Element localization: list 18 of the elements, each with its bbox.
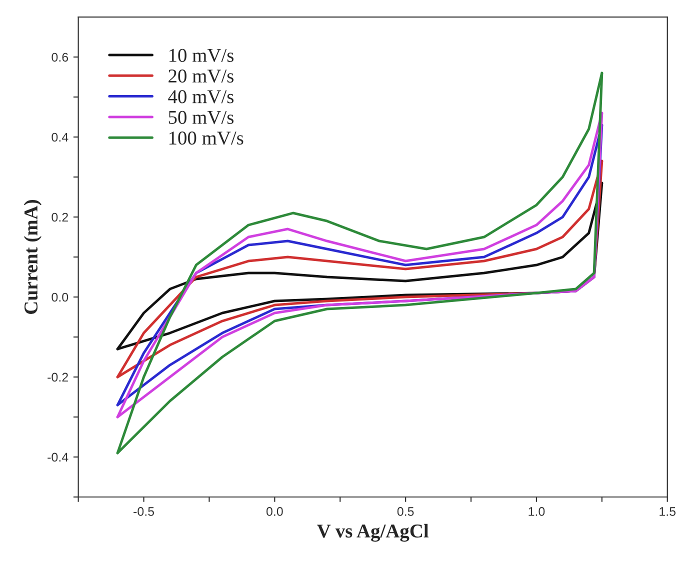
x-axis-title: V vs Ag/AgCl — [317, 524, 429, 542]
y-tick-label: 0.6 — [52, 52, 68, 62]
y-tick-label: 0.4 — [52, 132, 68, 142]
x-tick-label: 1.5 — [660, 507, 676, 516]
y-tick-label: 0.0 — [52, 292, 68, 302]
y-tick-label: 0.2 — [52, 212, 68, 222]
legend-label: 50 mV/s — [168, 110, 234, 124]
x-tick-label: 1.0 — [528, 507, 545, 516]
x-tick-label: -0.5 — [134, 507, 154, 516]
legend-label: 100 mV/s — [169, 132, 244, 145]
y-tick-label: -0.4 — [48, 452, 68, 462]
y-tick-label: -0.2 — [48, 372, 68, 382]
legend-label: 40 mV/s — [168, 90, 234, 104]
x-tick-label: 0.5 — [397, 507, 414, 516]
y-axis-title: Current (mA) — [24, 200, 42, 314]
legend-label: 20 mV/s — [168, 70, 234, 83]
x-tick-label: 0.0 — [266, 507, 283, 516]
legend-label: 10 mV/s — [169, 48, 234, 62]
